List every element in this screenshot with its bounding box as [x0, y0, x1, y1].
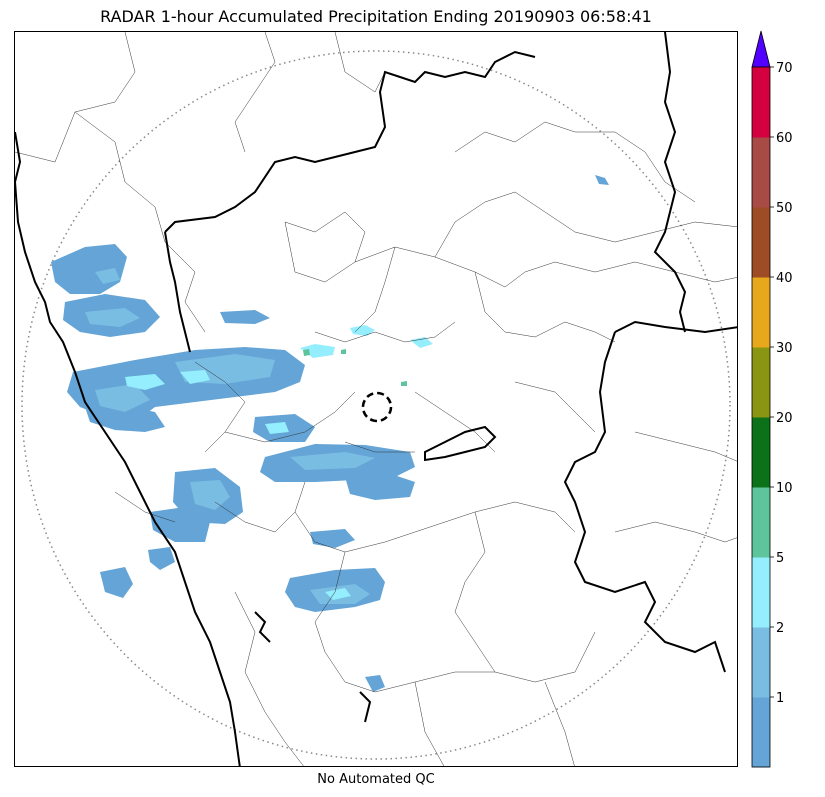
radar-range-ring [21, 50, 731, 760]
colorbar-tick-label: 5 [776, 551, 784, 566]
state-border-goa [254, 611, 271, 643]
colorbar-tick-label: 20 [776, 411, 793, 426]
district-boundaries [15, 32, 737, 766]
colorbar-bin-4 [752, 417, 770, 488]
colorbar-bin-3 [752, 487, 770, 558]
state-border-s [359, 691, 372, 723]
state-boundaries [15, 32, 737, 766]
state-border-ne [653, 32, 687, 333]
state-border-telangana [424, 425, 497, 462]
coastline [15, 131, 241, 766]
colorbar-tick-label: 50 [776, 201, 793, 216]
colorbar-bin-1 [752, 627, 770, 698]
colorbar-bin-6 [752, 277, 770, 348]
colorbar-bin-8 [752, 137, 770, 208]
state-border-north [164, 50, 536, 233]
precip-area-sw4 [100, 567, 133, 598]
map-title: RADAR 1-hour Accumulated Precipitation E… [100, 7, 652, 26]
precip-area-center3 [345, 472, 415, 500]
state-border-nw [164, 231, 191, 353]
precip-area-sw3 [148, 547, 175, 570]
colorbar-bin-2 [752, 557, 770, 628]
precip-area-w2 [85, 404, 165, 432]
colorbar-bin-7 [752, 207, 770, 278]
radar-map[interactable] [14, 31, 738, 767]
precip-area-sw2 [150, 507, 210, 542]
colorbar-tick-label: 1 [776, 691, 784, 706]
precip-area-s1 [310, 529, 355, 548]
precip-area-s3 [365, 675, 385, 692]
colorbar-tick-label: 10 [776, 481, 793, 496]
colorbar-extend-arrow [751, 30, 771, 68]
colorbar-tick-label: 30 [776, 341, 793, 356]
colorbar-bin-0 [752, 697, 770, 768]
state-border-e2 [614, 320, 737, 334]
colorbar: 1 2 5 10 20 30 40 50 60 70 [751, 30, 793, 768]
colorbar-tick-label: 60 [776, 131, 793, 146]
precip-area-nw1 [51, 244, 127, 294]
state-border-east [563, 331, 726, 673]
colorbar-bin-9 [752, 67, 770, 138]
colorbar-tick-label: 2 [776, 621, 784, 636]
colorbar-tick-label: 40 [776, 271, 793, 286]
precip-area-ne [595, 175, 609, 185]
colorbar-tick-label: 70 [776, 61, 793, 76]
qc-status-label: No Automated QC [317, 772, 435, 787]
radar-center-marker [361, 391, 393, 423]
colorbar-bin-5 [752, 347, 770, 418]
precip-area-top-small [220, 310, 270, 324]
precipitation-layer [51, 175, 609, 692]
